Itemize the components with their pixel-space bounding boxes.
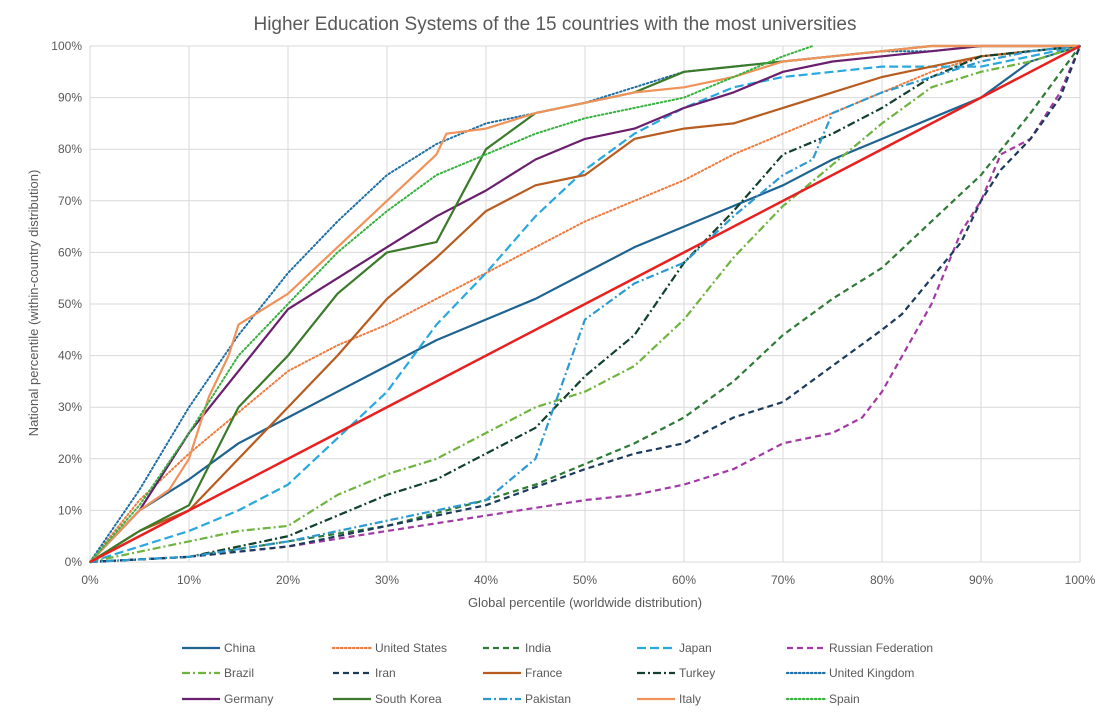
y-tick-label: 80% bbox=[58, 142, 82, 156]
legend-label: Pakistan bbox=[525, 692, 571, 706]
legend-label: China bbox=[224, 641, 256, 655]
y-axis-ticks: 0% 10% 20% 30% 40% 50% 60% 70% 80% 90% 100% bbox=[51, 39, 82, 569]
series-lines bbox=[89, 44, 1082, 564]
y-tick-label: 40% bbox=[58, 349, 82, 363]
legend-item-iran: Iran bbox=[333, 666, 396, 680]
reference-line bbox=[89, 44, 1081, 564]
legend-label: Germany bbox=[224, 692, 273, 706]
x-tick-label: 20% bbox=[276, 573, 300, 587]
x-axis-title: Global percentile (worldwide distributio… bbox=[468, 595, 702, 610]
y-tick-label: 20% bbox=[58, 452, 82, 466]
legend-item-russian-federation: Russian Federation bbox=[787, 641, 933, 655]
y-tick-label: 100% bbox=[51, 39, 82, 53]
legend-item-china: China bbox=[182, 641, 256, 655]
legend-item-turkey: Turkey bbox=[637, 666, 715, 680]
legend-item-japan: Japan bbox=[637, 641, 712, 655]
y-tick-label: 30% bbox=[58, 400, 82, 414]
y-tick-label: 50% bbox=[58, 297, 82, 311]
legend-item-france: France bbox=[483, 666, 563, 680]
legend-label: Japan bbox=[679, 641, 712, 655]
x-tick-label: 0% bbox=[81, 573, 99, 587]
legend-label: Spain bbox=[829, 692, 860, 706]
legend-item-germany: Germany bbox=[182, 692, 273, 706]
y-tick-label: 0% bbox=[65, 555, 83, 569]
series-line-france bbox=[89, 44, 1081, 563]
x-tick-label: 80% bbox=[870, 573, 894, 587]
series-line-pakistan bbox=[89, 44, 1081, 564]
legend-item-india: India bbox=[483, 641, 551, 655]
series-line-russian-federation bbox=[89, 45, 1082, 564]
series-line-united-states bbox=[89, 45, 1081, 563]
legend-item-united-states: United States bbox=[331, 641, 447, 655]
x-tick-label: 90% bbox=[969, 573, 993, 587]
legend-label: Brazil bbox=[224, 666, 254, 680]
y-tick-label: 90% bbox=[58, 91, 82, 105]
legend-item-pakistan: Pakistan bbox=[483, 692, 571, 706]
x-tick-label: 30% bbox=[375, 573, 399, 587]
legend-label: United States bbox=[375, 641, 447, 655]
legend-item-spain: Spain bbox=[785, 692, 860, 706]
legend-label: South Korea bbox=[375, 692, 442, 706]
legend-label: Russian Federation bbox=[829, 641, 933, 655]
x-tick-label: 60% bbox=[672, 573, 696, 587]
x-tick-label: 100% bbox=[1065, 573, 1096, 587]
y-axis-title: National percentile (within-country dist… bbox=[26, 170, 41, 437]
series-line-italy bbox=[89, 44, 1080, 563]
legend-label: United Kingdom bbox=[829, 666, 914, 680]
legend-label: Turkey bbox=[679, 666, 715, 680]
legend: China United States India Japan Russian Fede… bbox=[182, 641, 933, 706]
series-line-spain bbox=[89, 45, 814, 563]
x-tick-label: 40% bbox=[474, 573, 498, 587]
chart-title: Higher Education Systems of the 15 count… bbox=[253, 14, 856, 35]
legend-label: Iran bbox=[375, 666, 396, 680]
legend-item-italy: Italy bbox=[637, 692, 701, 706]
legend-label: France bbox=[525, 666, 563, 680]
series-line-germany bbox=[89, 44, 1080, 563]
series-line-iran bbox=[89, 45, 1082, 564]
x-tick-label: 70% bbox=[771, 573, 795, 587]
legend-item-south-korea: South Korea bbox=[333, 692, 442, 706]
y-tick-label: 10% bbox=[58, 503, 82, 517]
legend-label: Italy bbox=[679, 692, 701, 706]
series-line-turkey bbox=[89, 44, 1081, 564]
x-tick-label: 50% bbox=[573, 573, 597, 587]
series-line-japan bbox=[89, 44, 1081, 564]
legend-label: India bbox=[525, 641, 551, 655]
legend-item-brazil: Brazil bbox=[182, 666, 254, 680]
y-tick-label: 60% bbox=[58, 245, 82, 259]
series-line-china bbox=[89, 44, 1081, 563]
y-tick-label: 70% bbox=[58, 194, 82, 208]
x-tick-label: 10% bbox=[177, 573, 201, 587]
x-axis-ticks: 0% 10% 20% 30% 40% 50% 60% 70% 80% 90% 100% bbox=[81, 573, 1095, 587]
series-line-brazil bbox=[89, 44, 1081, 564]
legend-item-united-kingdom: United Kingdom bbox=[785, 666, 914, 680]
